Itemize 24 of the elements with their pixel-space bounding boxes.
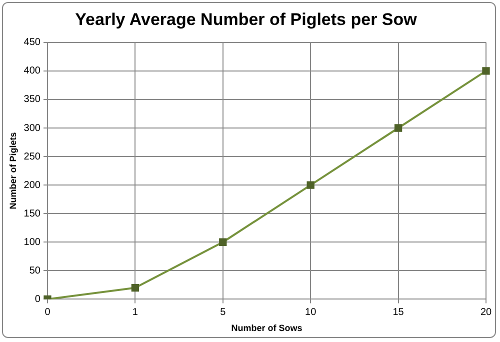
y-tick-label: 0 (34, 294, 41, 305)
point (482, 67, 490, 75)
chart-title: Yearly Average Number of Piglets per Sow (75, 10, 418, 29)
y-axis-title: Number of Piglets (8, 132, 18, 210)
x-tick-label: 15 (392, 306, 404, 318)
x-tick-label: 0 (44, 306, 51, 318)
y-tick-label: 400 (24, 66, 41, 77)
point (219, 238, 227, 246)
x-tick-label: 1 (132, 306, 138, 318)
x-tick-label: 5 (220, 306, 226, 318)
y-tick-label: 100 (24, 236, 41, 248)
y-tick-label: 250 (24, 151, 41, 162)
x-axis-title: Number of Sows (231, 323, 302, 334)
point (131, 284, 140, 292)
y-tick-label: 350 (24, 94, 41, 106)
point (394, 124, 402, 132)
y-tick-label: 450 (24, 37, 41, 48)
y-tick-label: 150 (24, 208, 41, 220)
y-tick-label: 50 (29, 265, 41, 276)
x-tick-label: 10 (305, 306, 317, 318)
point (306, 181, 314, 189)
y-tick-label: 300 (24, 122, 41, 134)
y-tick-label: 200 (24, 180, 41, 191)
x-tick-label: 20 (480, 306, 492, 318)
